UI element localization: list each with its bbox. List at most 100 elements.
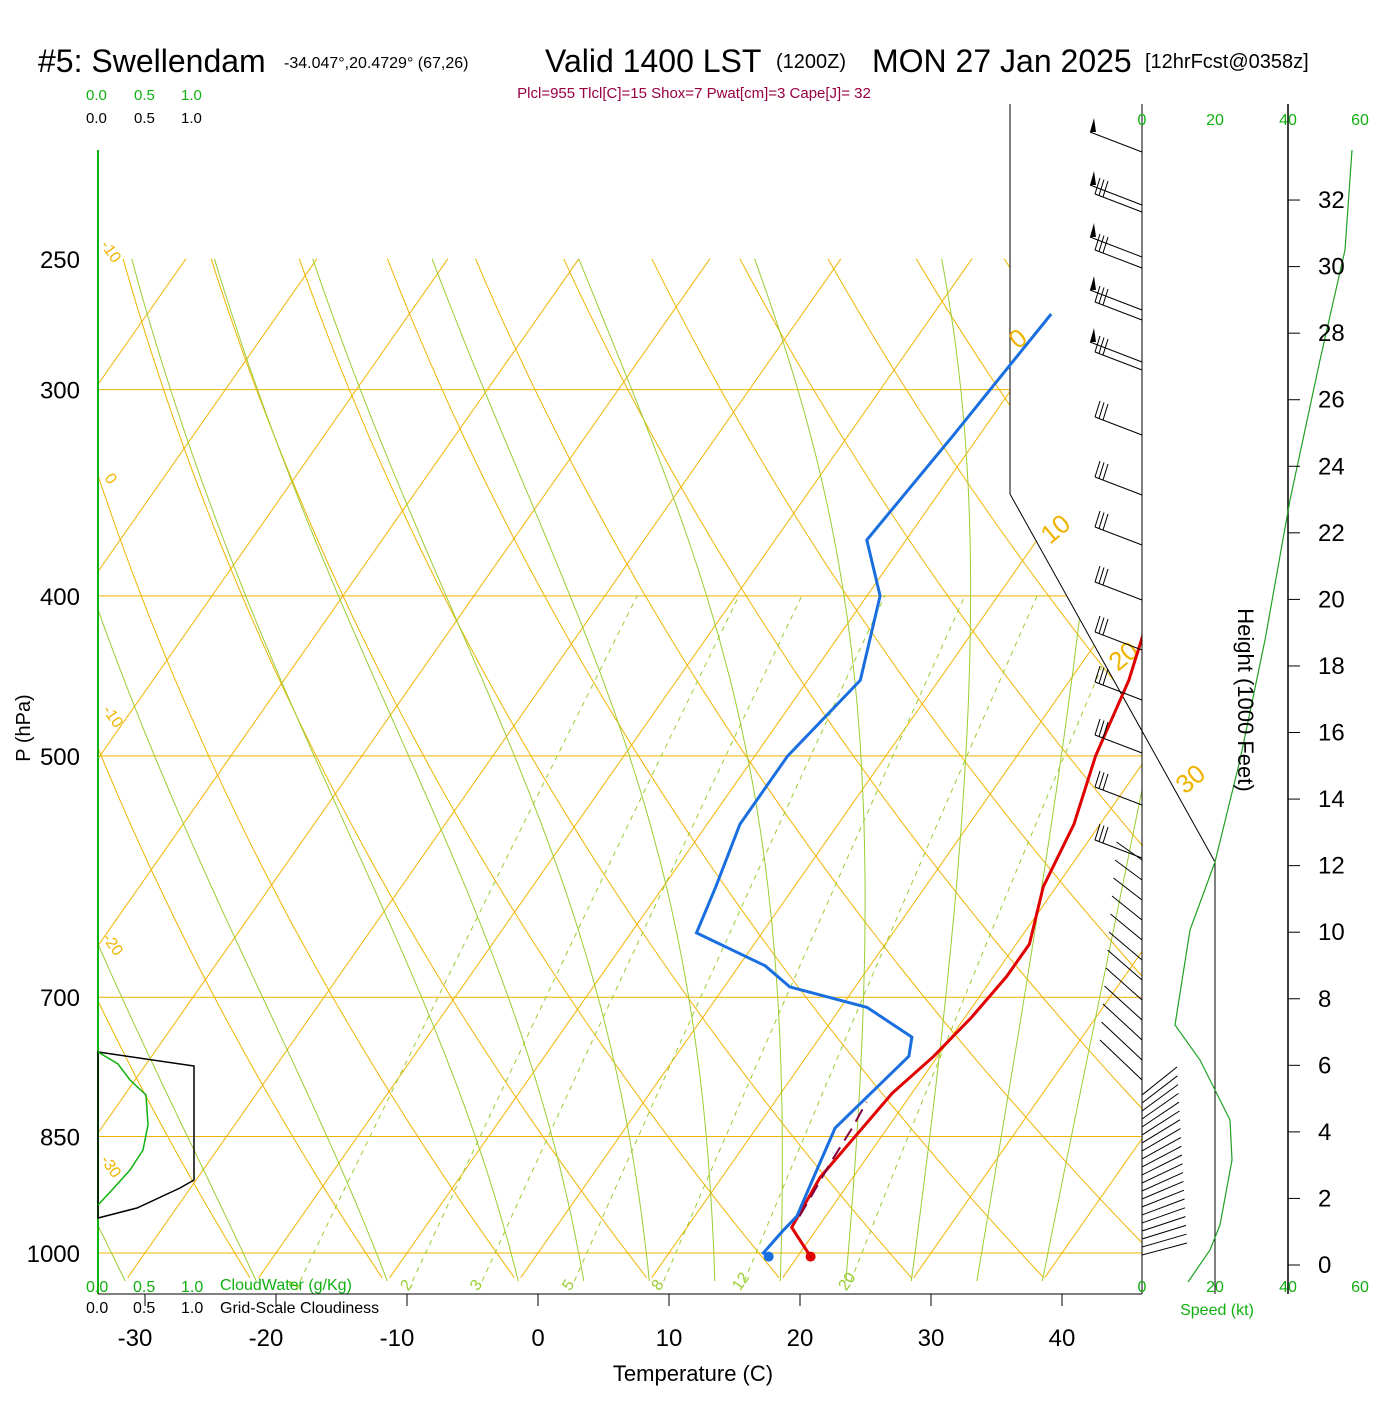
x-tick-label--10: -10 (380, 1325, 415, 1352)
y-tick-250: 250 (40, 247, 80, 274)
mixing-ratio-lines (300, 596, 1132, 1281)
wind-barb-flag-0-0 (1095, 824, 1100, 840)
wind-barb-mid-11 (1117, 842, 1143, 860)
forecast-run: [12hrFcst@0358z] (1145, 51, 1309, 73)
cloud-tick-bottom-05: 0.5 (133, 1279, 155, 1296)
y-tick-1000: 1000 (27, 1241, 80, 1268)
wind-barb-flag-3-2 (1103, 669, 1108, 685)
forecast-date: MON 27 Jan 2025 (872, 43, 1132, 79)
wind-barb-flag-2-0 (1095, 719, 1100, 735)
height-tick-label-22: 22 (1318, 520, 1345, 547)
mixing-ratio-2 (413, 596, 739, 1281)
cloudiness-tick-bottom-0: 0.0 (86, 1300, 108, 1317)
x-axis-label: Temperature (C) (613, 1361, 773, 1386)
cloudiness-label: Grid-Scale Cloudiness (220, 1300, 379, 1317)
moist-adiabat--20 (0, 259, 256, 1281)
height-axis-label: Height (1000 Feet) (1233, 608, 1258, 791)
wind-tick-bottom-60: 60 (1351, 1279, 1369, 1296)
cloudwater-label: CloudWater (g/Kg) (220, 1277, 352, 1294)
height-tick-label-16: 16 (1318, 720, 1345, 747)
wind-barb-flag-1-2 (1103, 774, 1108, 790)
x-tick-label--20: -20 (249, 1325, 284, 1352)
moist-adiabat-15 (432, 259, 715, 1281)
wind-barb-flag-3-1 (1099, 668, 1104, 684)
x-tick-label-30: 30 (918, 1325, 945, 1352)
mixing-ratio-5 (574, 596, 884, 1281)
wind-barb-mid-2 (1103, 1004, 1142, 1040)
dry-adiabat-300 (299, 259, 911, 1278)
height-tick-label-24: 24 (1318, 453, 1345, 480)
station-coords: -34.047°,20.4729° (67,26) (284, 55, 468, 72)
y-tick-500: 500 (40, 744, 80, 771)
height-tick-label-12: 12 (1318, 853, 1345, 880)
cloud-scale-top: 0.0 0.5 1.0 0.0 0.5 1.0 (86, 87, 202, 127)
x-tick-label-10: 10 (656, 1325, 683, 1352)
wind-barb-mid-9 (1114, 878, 1143, 900)
wind-barb-high-1 (1095, 787, 1142, 805)
y-axis-label: P (hPa) (13, 694, 35, 761)
mixing-ratio-label-20: 20 (835, 1270, 859, 1294)
cloudiness-tick-top-1: 1.0 (181, 110, 202, 127)
y-tick-400: 400 (40, 584, 80, 611)
height-tick-label-14: 14 (1318, 786, 1345, 813)
x-tick-label-40: 40 (1049, 1325, 1076, 1352)
x-tick-label-20: 20 (787, 1325, 814, 1352)
isotherm-left-label-4: -30 (97, 1153, 124, 1182)
speed-label: Speed (kt) (1180, 1302, 1254, 1319)
x-tick-label--30: -30 (118, 1325, 153, 1352)
cloud-scale-bottom: 0.0 0.5 1.0 CloudWater (g/Kg) 0.0 0.5 1.… (86, 1277, 379, 1317)
y-tick-700: 700 (40, 985, 80, 1012)
height-tick-label-6: 6 (1318, 1052, 1331, 1079)
cloudiness-tick-top-0: 0.0 (86, 110, 107, 127)
isotherm-left-label-2: -10 (99, 703, 126, 732)
wind-barb-mid-10 (1115, 860, 1142, 880)
cloudiness-tick-bottom-1: 1.0 (181, 1300, 203, 1317)
wind-barb-mid-7 (1111, 914, 1143, 940)
cloudiness-tick-bottom-05: 0.5 (133, 1300, 155, 1317)
wind-barb-mid-1 (1102, 1022, 1143, 1060)
cloud-tick-top-0: 0.0 (86, 87, 107, 104)
height-tick-label-30: 30 (1318, 254, 1345, 281)
cloud-tick-top-1: 1.0 (181, 87, 202, 104)
cloud-tick-bottom-1: 1.0 (181, 1279, 203, 1296)
wind-barb-flag-1-1 (1099, 773, 1104, 789)
wind-barb-flag-0-1 (1099, 826, 1104, 842)
wind-barb-flag-1-0 (1095, 771, 1100, 787)
mixing-ratio-label-12: 12 (729, 1270, 753, 1294)
valid-time: Valid 1400 LST (545, 43, 761, 79)
y-tick-300: 300 (40, 378, 80, 405)
height-tick-label-8: 8 (1318, 986, 1331, 1013)
cloud-tick-bottom-0: 0.0 (86, 1279, 108, 1296)
height-tick-label-20: 20 (1318, 586, 1345, 613)
height-tick-label-18: 18 (1318, 653, 1345, 680)
dry-adiabat-290 (211, 259, 779, 1278)
cloud-tick-top-05: 0.5 (134, 87, 155, 104)
wind-barb-flag-3-0 (1095, 666, 1100, 682)
wind-speed-ticks-top: 0 20 40 60 (1138, 112, 1369, 129)
dry-adiabat-280 (123, 259, 647, 1278)
wind-tick-top-60: 60 (1351, 112, 1369, 129)
zulu-time: (1200Z) (776, 51, 846, 73)
wind-barb-flag-0-2 (1103, 827, 1108, 843)
wind-barb-high-0 (1095, 840, 1142, 858)
wind-tick-top-20: 20 (1206, 112, 1224, 129)
cloudiness-tick-top-05: 0.5 (134, 110, 155, 127)
sounding-indices: Plcl=955 Tlcl[C]=15 Shox=7 Pwat[cm]=3 Ca… (517, 85, 871, 102)
wind-tick-top-0: 0 (1138, 112, 1147, 129)
wind-barb-mid-0 (1100, 1040, 1142, 1080)
dry-adiabat-250 (0, 259, 250, 1278)
wind-barb-flag-2-1 (1099, 721, 1104, 737)
isotherm-left-label-1: 0 (101, 471, 120, 488)
wind-tick-bottom-0: 0 (1138, 1279, 1147, 1296)
height-tick-label-26: 26 (1318, 387, 1345, 414)
height-tick-label-10: 10 (1318, 919, 1345, 946)
moist-adiabat-25 (755, 259, 866, 1281)
surface-point-temperature (806, 1252, 816, 1262)
mixing-ratio-3 (482, 596, 802, 1281)
wind-barb-mid-3 (1105, 986, 1143, 1020)
x-tick-label-0: 0 (531, 1325, 544, 1352)
plot-boundary-mask (1010, 104, 1215, 1294)
